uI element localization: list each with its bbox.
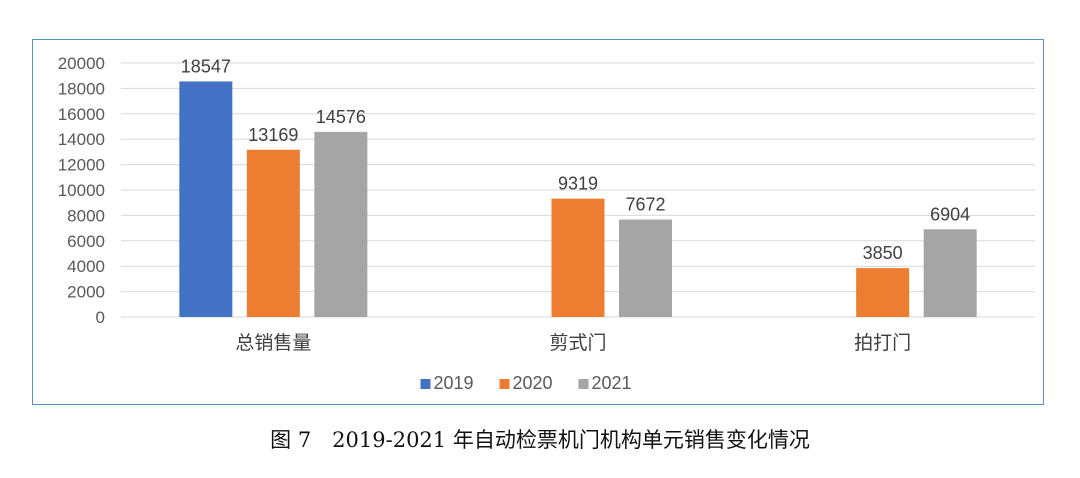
category-label: 拍打门 [854, 332, 911, 354]
bar-2020-1 [551, 198, 605, 317]
legend-swatch-2020 [499, 379, 510, 389]
data-label: 13169 [248, 125, 298, 145]
data-label: 3850 [863, 243, 903, 263]
data-label: 14576 [316, 107, 366, 127]
y-tick-label: 12000 [58, 156, 105, 175]
category-label: 剪式门 [549, 332, 606, 354]
y-tick-label: 20000 [58, 54, 105, 73]
data-label: 6904 [930, 204, 970, 224]
bar-2021-1 [619, 219, 672, 317]
bar-2021-2 [923, 229, 977, 317]
legend-swatch-2021 [578, 379, 589, 389]
category-label: 总销售量 [235, 332, 311, 354]
figure-caption: 图 7 2019-2021 年自动检票机门机构单元销售变化情况 [270, 428, 810, 452]
y-tick-label: 4000 [67, 257, 105, 276]
y-tick-label: 6000 [67, 232, 105, 251]
data-label: 7672 [625, 195, 665, 215]
bar-2021-0 [314, 131, 368, 317]
bar-chart: 0 2000 4000 6000 8000 10000 12000 14000 16000 180… [58, 54, 1035, 393]
bar-2019-0 [179, 81, 233, 317]
y-tick-label: 0 [96, 308, 105, 327]
y-tick-label: 8000 [67, 206, 105, 225]
y-tick-label: 16000 [58, 105, 105, 124]
data-label: 9319 [558, 174, 598, 194]
legend-label: 2021 [592, 373, 632, 393]
y-tick-label: 2000 [67, 283, 105, 302]
bar-2020-0 [246, 149, 300, 317]
chart-frame: 0 2000 4000 6000 8000 10000 12000 14000 16000 180… [32, 39, 1044, 405]
data-label: 18547 [181, 56, 231, 76]
y-tick-label: 10000 [58, 181, 105, 200]
bar-2020-2 [856, 268, 910, 317]
legend-label: 2020 [513, 373, 553, 393]
y-tick-label: 18000 [58, 79, 105, 98]
legend-swatch-2019 [420, 379, 431, 389]
y-tick-label: 14000 [58, 130, 105, 149]
legend-label: 2019 [434, 373, 474, 393]
